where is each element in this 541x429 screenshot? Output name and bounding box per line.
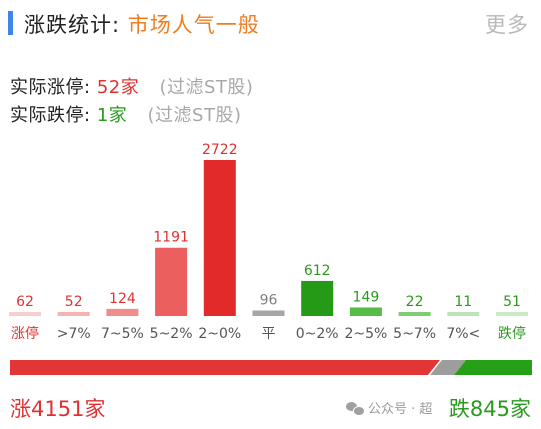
bar-0	[9, 312, 41, 316]
value-label-1: 52	[65, 294, 83, 310]
more-link[interactable]: 更多	[485, 13, 529, 37]
limit-up-label: 实际涨停:	[10, 77, 91, 98]
breadth-up-segment	[10, 360, 440, 375]
watermark-text: 公众号 · 超	[368, 402, 433, 417]
category-label-1: >7%	[57, 326, 91, 342]
bar-2	[106, 308, 139, 316]
category-label-3: 5~2%	[150, 326, 193, 342]
wechat-icon	[346, 401, 365, 416]
category-label-6: 0~2%	[296, 326, 339, 342]
bar-10	[496, 312, 528, 316]
title-accent-bar	[8, 11, 13, 35]
category-label-7: 2~5%	[344, 326, 387, 342]
value-label-4: 2722	[202, 142, 238, 158]
watermark: 公众号 · 超	[346, 398, 433, 417]
limit-up-stat: 实际涨停: 52家 (过滤ST股)	[10, 73, 253, 99]
section-title: 涨跌统计: 市场人气一般	[24, 9, 260, 39]
distribution-bar-chart: 62 涨停 52 >7% 124 7~5% 1191 5~2% 2722 2~0% 96 平 612 0~…	[9, 142, 528, 342]
value-label-6: 612	[304, 263, 331, 279]
total-up-count: 涨4151家	[10, 397, 106, 421]
limit-down-note: (过滤ST股)	[147, 105, 242, 126]
limit-up-note: (过滤ST股)	[159, 77, 254, 98]
bar-5	[252, 310, 285, 316]
category-label-2: 7~5%	[101, 326, 144, 342]
total-down-count: 跌845家	[448, 397, 531, 421]
limit-up-count: 52家	[96, 77, 140, 98]
breadth-progress-bar	[10, 360, 532, 375]
bar-6	[301, 280, 334, 316]
limit-down-stat: 实际跌停: 1家 (过滤ST股)	[10, 101, 241, 127]
value-label-9: 11	[454, 294, 472, 310]
value-label-7: 149	[353, 289, 380, 305]
stats-header: 涨跌统计: 市场人气一般 更多	[0, 0, 541, 50]
limit-down-count: 1家	[96, 105, 128, 126]
value-label-2: 124	[109, 291, 136, 307]
category-label-10: 跌停	[498, 325, 526, 342]
category-label-0: 涨停	[11, 325, 39, 342]
value-label-5: 96	[260, 292, 278, 308]
value-label-10: 51	[503, 294, 521, 310]
bar-1	[57, 312, 90, 316]
title-label: 涨跌统计:	[24, 13, 121, 37]
category-label-4: 2~0%	[198, 326, 241, 342]
bar-9	[447, 312, 480, 316]
bar-7	[349, 307, 382, 316]
breadth-down-segment	[454, 360, 532, 375]
limit-down-label: 实际跌停:	[10, 105, 91, 126]
bar-3	[155, 247, 188, 316]
value-label-0: 62	[16, 294, 34, 310]
bar-8	[398, 312, 431, 316]
category-label-8: 5~7%	[393, 326, 436, 342]
market-sentiment: 市场人气一般	[127, 13, 260, 37]
value-label-8: 22	[406, 294, 424, 310]
value-label-3: 1191	[153, 230, 189, 246]
category-label-5: 平	[262, 326, 276, 342]
category-label-9: 7%<	[446, 326, 480, 342]
bar-4	[203, 160, 236, 316]
